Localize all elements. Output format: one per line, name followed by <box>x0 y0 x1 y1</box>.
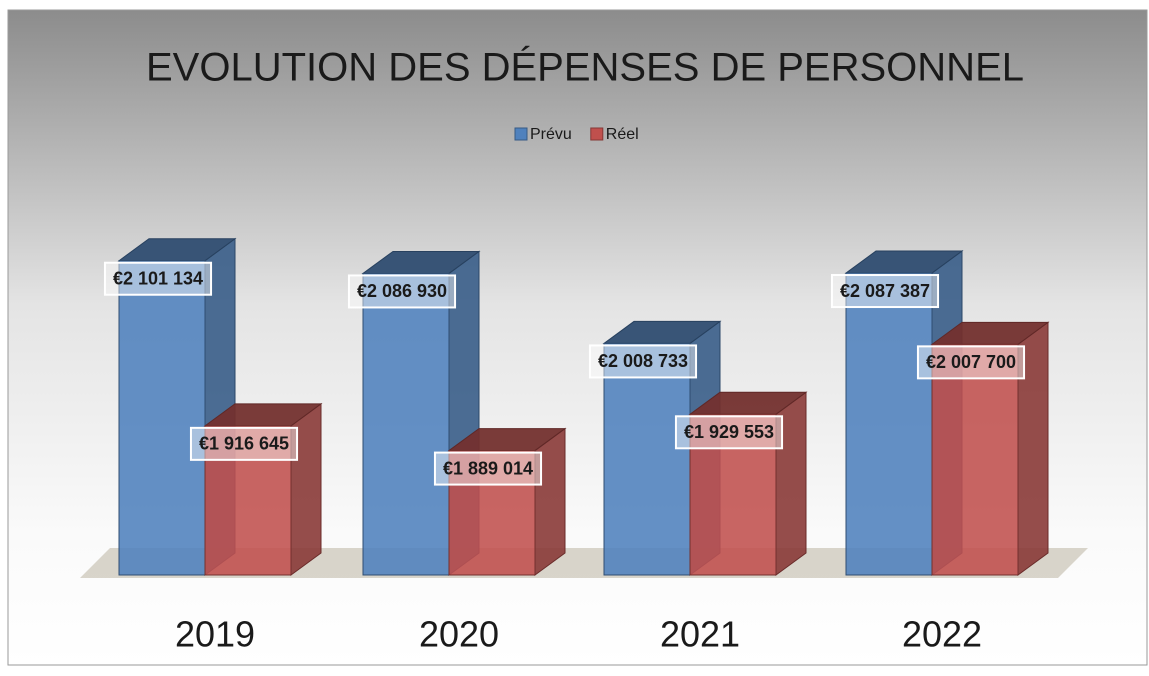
bar-front <box>362 272 450 576</box>
bar-front <box>448 450 536 576</box>
data-label-box <box>103 261 213 296</box>
bar-front <box>118 260 206 576</box>
bar-front <box>689 413 777 576</box>
legend-label: Prévu <box>530 126 572 143</box>
bar <box>930 321 1050 576</box>
legend-swatch <box>590 127 604 141</box>
data-label-box <box>674 415 784 450</box>
floor <box>80 548 1088 578</box>
bar <box>447 427 567 576</box>
data-label-box <box>347 274 457 309</box>
data-label: €2 101 134 <box>113 268 203 288</box>
x-tick-label: 2021 <box>660 614 740 655</box>
data-label: €2 008 733 <box>598 351 688 371</box>
bar-front <box>931 343 1019 576</box>
bar <box>844 250 964 576</box>
data-label: €2 086 930 <box>357 281 447 301</box>
data-label: €2 007 700 <box>926 352 1016 372</box>
chart-title: EVOLUTION DES DÉPENSES DE PERSONNEL <box>146 45 1024 90</box>
x-tick-label: 2020 <box>419 614 499 655</box>
legend-swatch <box>514 127 528 141</box>
bar-front <box>204 425 292 576</box>
bar-side <box>534 427 566 576</box>
data-label: €1 929 553 <box>684 422 774 442</box>
bar-front <box>603 342 691 576</box>
data-label-box <box>433 451 543 486</box>
data-label-box <box>916 345 1026 380</box>
data-label-box <box>830 274 940 309</box>
x-tick-label: 2019 <box>175 614 255 655</box>
bar <box>117 237 237 576</box>
data-label: €2 087 387 <box>840 281 930 301</box>
bar-front <box>845 272 933 576</box>
data-label-box <box>588 344 698 379</box>
bar <box>203 402 323 576</box>
data-label: €1 916 645 <box>199 434 289 454</box>
x-tick-label: 2022 <box>902 614 982 655</box>
data-label-box <box>189 426 299 461</box>
data-label: €1 889 014 <box>443 458 533 478</box>
legend-label: Réel <box>606 126 639 143</box>
bar <box>688 391 808 576</box>
